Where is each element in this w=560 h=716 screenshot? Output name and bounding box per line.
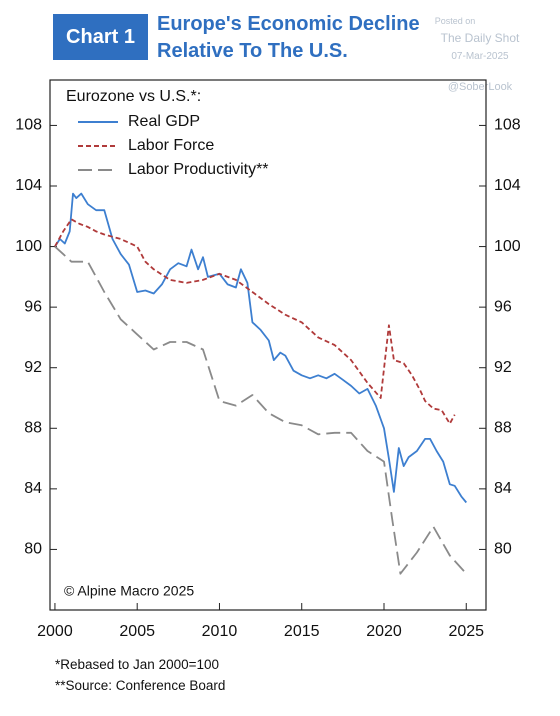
y2-tick-label: 104 (494, 177, 521, 194)
y2-tick-label: 96 (494, 298, 512, 315)
annotation: © Alpine Macro 2025 (64, 583, 194, 599)
legend-label: Real GDP (128, 113, 200, 130)
y-tick-label: 104 (15, 177, 42, 194)
x-tick-label: 2015 (284, 623, 320, 640)
y-tick-label: 96 (24, 298, 42, 315)
legend-label: Labor Productivity** (128, 161, 269, 178)
x-tick-label: 2005 (119, 623, 155, 640)
footnote: *Rebased to Jan 2000=100 (55, 657, 220, 672)
y2-tick-label: 80 (494, 541, 512, 558)
y-tick-label: 84 (24, 480, 42, 497)
series-line (54, 218, 456, 425)
y-tick-label: 92 (24, 359, 42, 376)
watermark: @SoberLook (447, 81, 513, 93)
x-tick-label: 2020 (366, 623, 402, 640)
footnote: **Source: Conference Board (55, 678, 226, 693)
x-tick-label: 2010 (202, 623, 238, 640)
y2-tick-label: 84 (494, 480, 512, 497)
series-line (54, 245, 467, 575)
y2-tick-label: 88 (494, 420, 512, 437)
y-tick-label: 108 (15, 117, 42, 134)
watermark: Posted on (434, 16, 476, 26)
series-line (54, 192, 467, 504)
y2-tick-label: 108 (494, 117, 521, 134)
x-tick-label: 2000 (37, 623, 73, 640)
legend-label: Labor Force (128, 137, 214, 154)
x-tick-label: 2025 (448, 623, 484, 640)
y2-tick-label: 100 (494, 238, 521, 255)
plot-frame (49, 79, 487, 611)
y2-tick-label: 92 (494, 359, 512, 376)
badge: Chart 1 (53, 14, 148, 60)
y-tick-label: 100 (15, 238, 42, 255)
watermark: 07-Mar-2025 (451, 51, 509, 62)
legend-title: Eurozone vs U.S.*: (66, 88, 201, 105)
y-tick-label: 88 (24, 420, 42, 437)
chart-title: Europe's Economic Decline Relative To Th… (157, 13, 420, 62)
watermark: The Daily Shot (440, 31, 520, 45)
y-tick-label: 80 (24, 541, 42, 558)
